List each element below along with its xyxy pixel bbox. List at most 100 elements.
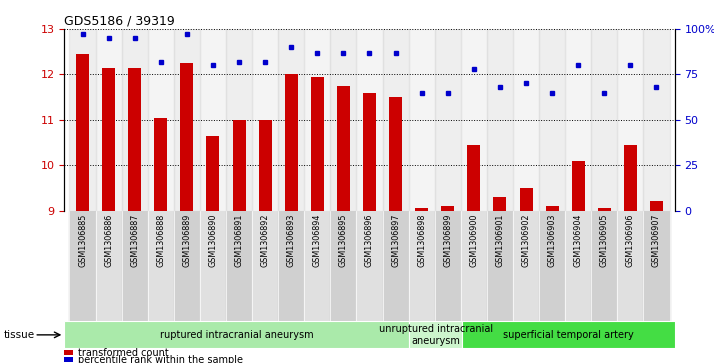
- Bar: [643, 29, 670, 211]
- Bar: [356, 29, 383, 211]
- Bar: [226, 29, 252, 211]
- Bar: [96, 29, 121, 211]
- Bar: [415, 208, 428, 211]
- Text: GSM1306894: GSM1306894: [313, 214, 322, 267]
- Bar: [200, 211, 226, 321]
- Bar: [356, 211, 383, 321]
- Bar: [278, 29, 304, 211]
- Bar: [598, 208, 610, 211]
- Text: transformed count: transformed count: [78, 348, 169, 358]
- Bar: [206, 136, 219, 211]
- Text: GSM1306907: GSM1306907: [652, 214, 661, 268]
- Text: GSM1306887: GSM1306887: [130, 214, 139, 267]
- Text: GSM1306905: GSM1306905: [600, 214, 609, 268]
- Bar: [408, 29, 435, 211]
- Text: GSM1306891: GSM1306891: [235, 214, 243, 267]
- Bar: [174, 211, 200, 321]
- Text: GSM1306904: GSM1306904: [574, 214, 583, 267]
- Text: GSM1306896: GSM1306896: [365, 214, 374, 267]
- Bar: [624, 145, 637, 211]
- Bar: [487, 29, 513, 211]
- Bar: [591, 211, 618, 321]
- Bar: [643, 211, 670, 321]
- Bar: [69, 29, 96, 211]
- Bar: [154, 118, 167, 211]
- Bar: [383, 211, 408, 321]
- Bar: [258, 120, 271, 211]
- Bar: [565, 29, 591, 211]
- Text: GSM1306901: GSM1306901: [496, 214, 504, 267]
- Bar: [64, 357, 74, 362]
- Text: GSM1306902: GSM1306902: [521, 214, 531, 268]
- Bar: [121, 29, 148, 211]
- Text: GSM1306898: GSM1306898: [417, 214, 426, 267]
- Bar: [311, 77, 324, 211]
- Bar: [64, 321, 409, 348]
- Bar: [278, 211, 304, 321]
- Bar: [487, 211, 513, 321]
- Bar: [76, 54, 89, 211]
- Bar: [383, 29, 408, 211]
- Text: GSM1306890: GSM1306890: [208, 214, 218, 267]
- Text: GSM1306899: GSM1306899: [443, 214, 452, 268]
- Bar: [572, 160, 585, 211]
- Bar: [513, 29, 539, 211]
- Bar: [409, 321, 463, 348]
- Bar: [463, 321, 675, 348]
- Text: GSM1306893: GSM1306893: [287, 214, 296, 267]
- Bar: [389, 97, 402, 211]
- Bar: [304, 29, 331, 211]
- Text: unruptured intracranial
aneurysm: unruptured intracranial aneurysm: [379, 324, 493, 346]
- Text: GSM1306886: GSM1306886: [104, 214, 113, 267]
- Bar: [461, 211, 487, 321]
- Bar: [96, 211, 121, 321]
- Bar: [591, 29, 618, 211]
- Text: GSM1306906: GSM1306906: [626, 214, 635, 267]
- Bar: [102, 68, 115, 211]
- Bar: [64, 350, 74, 355]
- Bar: [545, 206, 558, 211]
- Bar: [618, 29, 643, 211]
- Text: percentile rank within the sample: percentile rank within the sample: [78, 355, 243, 363]
- Bar: [252, 211, 278, 321]
- Text: GDS5186 / 39319: GDS5186 / 39319: [64, 15, 175, 28]
- Bar: [539, 211, 565, 321]
- Bar: [69, 211, 96, 321]
- Bar: [285, 74, 298, 211]
- Bar: [435, 29, 461, 211]
- Text: GSM1306892: GSM1306892: [261, 214, 270, 268]
- Bar: [121, 211, 148, 321]
- Bar: [461, 29, 487, 211]
- Bar: [435, 211, 461, 321]
- Bar: [148, 211, 174, 321]
- Bar: [493, 197, 506, 211]
- Bar: [181, 63, 193, 211]
- Bar: [174, 29, 200, 211]
- Bar: [252, 29, 278, 211]
- Bar: [520, 188, 533, 211]
- Bar: [650, 201, 663, 211]
- Bar: [565, 211, 591, 321]
- Text: GSM1306885: GSM1306885: [78, 214, 87, 267]
- Bar: [331, 29, 356, 211]
- Text: GSM1306889: GSM1306889: [182, 214, 191, 267]
- Text: tissue: tissue: [4, 330, 35, 340]
- Bar: [129, 68, 141, 211]
- Bar: [513, 211, 539, 321]
- Bar: [148, 29, 174, 211]
- Bar: [331, 211, 356, 321]
- Bar: [233, 120, 246, 211]
- Bar: [226, 211, 252, 321]
- Text: GSM1306900: GSM1306900: [469, 214, 478, 267]
- Bar: [408, 211, 435, 321]
- Text: GSM1306895: GSM1306895: [339, 214, 348, 268]
- Bar: [200, 29, 226, 211]
- Bar: [539, 29, 565, 211]
- Text: GSM1306897: GSM1306897: [391, 214, 400, 268]
- Text: ruptured intracranial aneurysm: ruptured intracranial aneurysm: [160, 330, 313, 340]
- Bar: [304, 211, 331, 321]
- Text: GSM1306903: GSM1306903: [548, 214, 557, 267]
- Bar: [468, 145, 481, 211]
- Bar: [441, 206, 454, 211]
- Text: superficial temporal artery: superficial temporal artery: [503, 330, 634, 340]
